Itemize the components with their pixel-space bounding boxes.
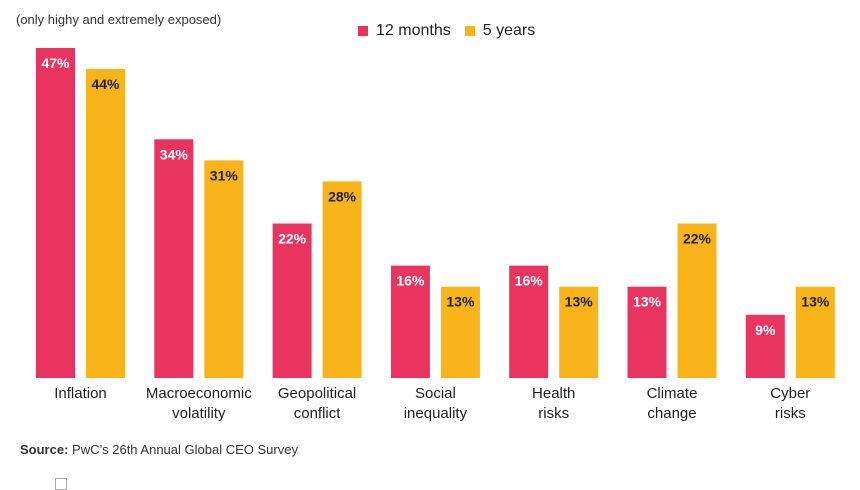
source-text: PwC’s 26th Annual Global CEO Survey <box>68 442 298 457</box>
category-label-2-line-1: conflict <box>294 405 342 422</box>
bar-12-months-5 <box>627 286 667 378</box>
legend-item-5-years: 5 years <box>464 22 536 40</box>
bar-5-years-2 <box>322 181 362 378</box>
data-label-5-years-3: 13% <box>446 294 475 310</box>
data-label-12-months-2: 22% <box>278 231 307 247</box>
category-label-6-line-0: Cyber <box>770 385 810 402</box>
chart-subtitle: (only highy and extremely exposed) <box>16 12 222 27</box>
data-label-5-years-0: 44% <box>91 76 120 92</box>
data-label-12-months-0: 47% <box>41 55 70 71</box>
category-label-1-line-1: volatility <box>172 405 226 422</box>
bar-12-months-3 <box>390 265 430 378</box>
category-label-3-line-0: Social <box>415 385 456 402</box>
bar-12-months-6 <box>745 314 785 378</box>
bar-5-years-0 <box>86 69 125 378</box>
bar-5-years-3 <box>440 286 480 378</box>
bar-5-years-6 <box>795 286 835 378</box>
data-label-5-years-1: 31% <box>210 167 239 183</box>
bar-5-years-5 <box>677 223 717 378</box>
bar-12-months-1 <box>154 139 194 378</box>
category-label-1-line-0: Macroeconomic <box>146 385 252 402</box>
legend-swatch-12-months <box>358 26 368 36</box>
data-label-5-years-6: 13% <box>801 294 830 310</box>
category-label-5-line-0: Climate <box>647 385 698 402</box>
decorative-box <box>55 478 67 490</box>
category-label-4-line-1: risks <box>538 405 569 422</box>
category-label-4-line-0: Health <box>532 385 575 402</box>
data-label-5-years-5: 22% <box>683 231 712 247</box>
category-label-3-line-1: inequality <box>404 405 468 422</box>
source-label: Source: <box>20 442 69 457</box>
data-label-12-months-4: 16% <box>515 273 544 289</box>
legend-item-12-months: 12 months <box>358 22 451 40</box>
data-label-12-months-5: 13% <box>633 294 662 310</box>
chart-legend: 12 months 5 years <box>358 22 535 40</box>
bar-12-months-2 <box>272 223 312 378</box>
data-label-5-years-4: 13% <box>565 294 594 310</box>
bar-5-years-4 <box>559 286 599 378</box>
category-label-5-line-1: change <box>647 405 696 422</box>
data-label-5-years-2: 28% <box>328 188 357 204</box>
data-label-12-months-1: 34% <box>160 146 189 162</box>
category-label-6-line-1: risks <box>775 405 806 422</box>
legend-label-5-years: 5 years <box>482 22 536 39</box>
data-label-12-months-3: 16% <box>396 273 425 289</box>
bar-12-months-4 <box>509 265 549 378</box>
bar-5-years-1 <box>204 160 244 378</box>
bar-12-months-0 <box>36 48 75 378</box>
data-label-12-months-6: 9% <box>755 322 776 338</box>
source-note: Source: PwC’s 26th Annual Global CEO Sur… <box>20 442 298 457</box>
category-label-0-line-0: Inflation <box>54 385 107 402</box>
category-label-2-line-0: Geopolitical <box>278 385 356 402</box>
legend-label-12-months: 12 months <box>376 22 451 39</box>
legend-swatch-5-years <box>464 26 475 36</box>
